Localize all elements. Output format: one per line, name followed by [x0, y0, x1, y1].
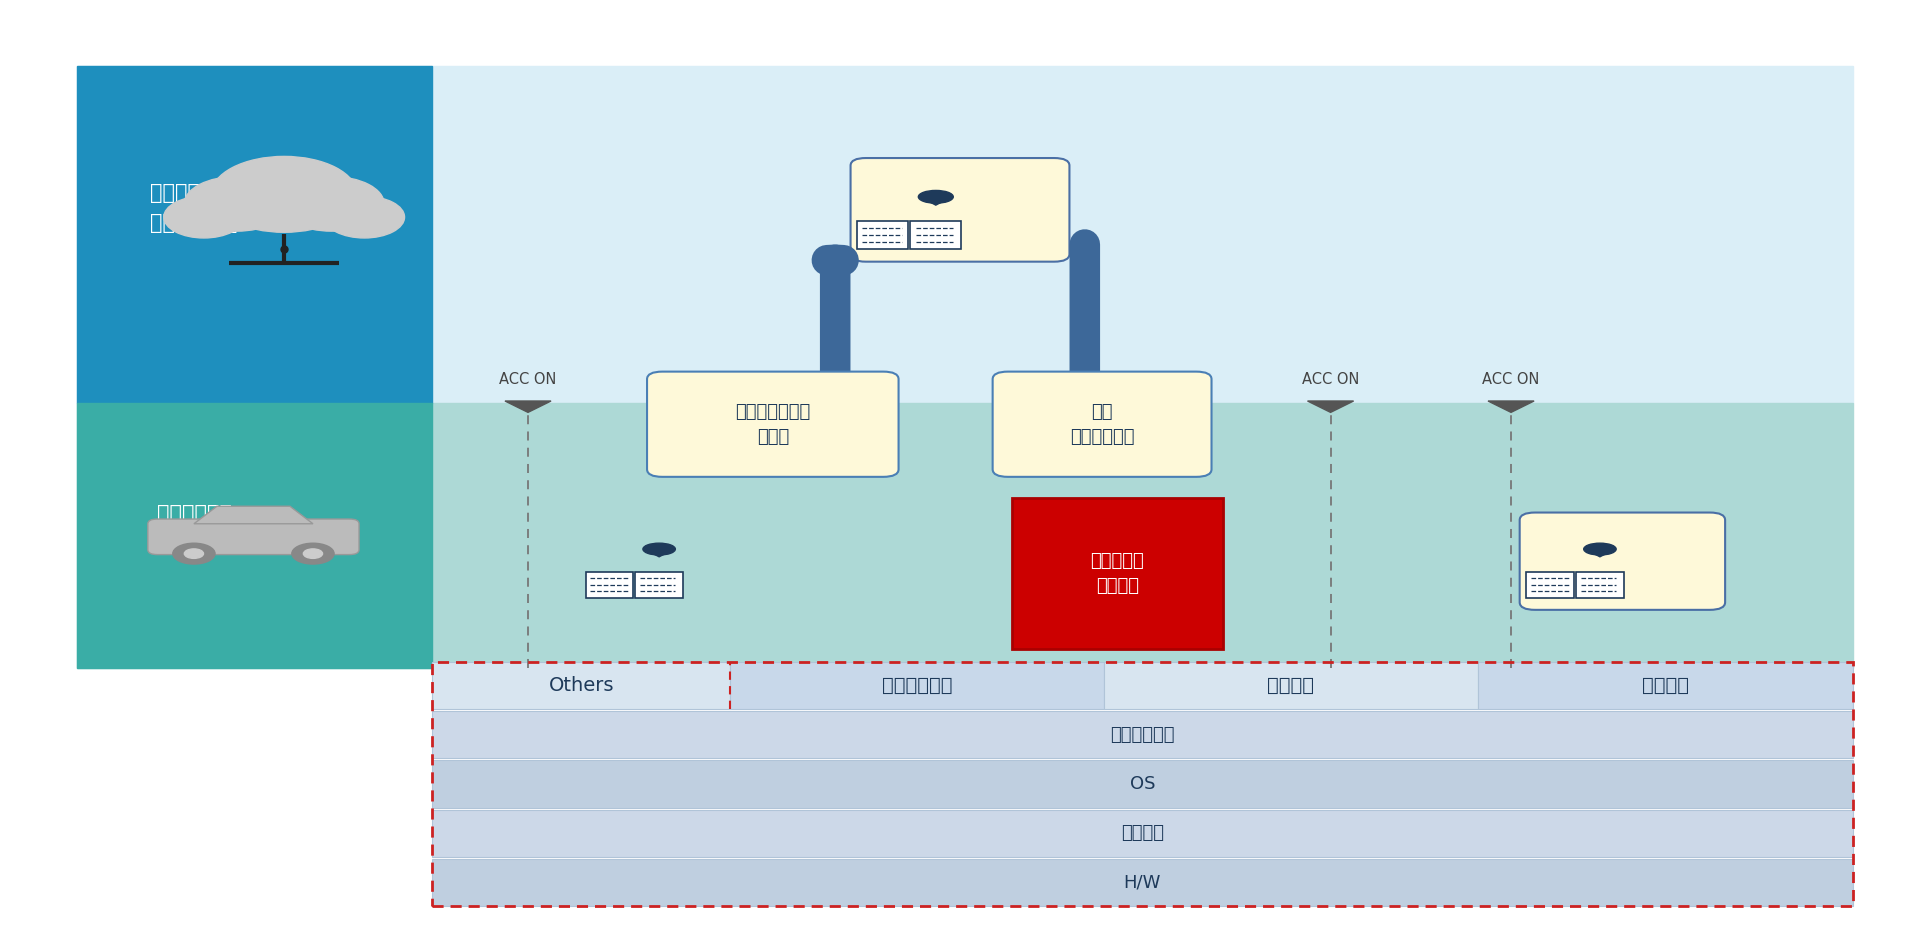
- Bar: [1104, 662, 1478, 709]
- Ellipse shape: [1584, 543, 1617, 555]
- Polygon shape: [1588, 551, 1611, 556]
- Text: 車載インパネ: 車載インパネ: [157, 504, 232, 524]
- Polygon shape: [1488, 401, 1534, 412]
- Ellipse shape: [324, 196, 405, 238]
- Text: ACC ON: ACC ON: [1302, 372, 1359, 387]
- Text: H/W: H/W: [1123, 874, 1162, 891]
- Bar: [856, 221, 908, 249]
- Bar: [1012, 498, 1223, 649]
- Ellipse shape: [211, 156, 357, 232]
- Ellipse shape: [184, 176, 290, 231]
- Circle shape: [292, 543, 334, 564]
- Bar: [432, 810, 1853, 857]
- Polygon shape: [505, 401, 551, 412]
- Text: 地図データ
更新処理: 地図データ 更新処理: [1091, 552, 1144, 595]
- Bar: [432, 760, 1853, 808]
- Ellipse shape: [643, 543, 676, 555]
- Bar: [1526, 572, 1574, 597]
- Ellipse shape: [163, 196, 244, 238]
- FancyBboxPatch shape: [148, 520, 359, 555]
- Text: 自動運転支援
クラウドサーバ: 自動運転支援 クラウドサーバ: [150, 183, 238, 232]
- Text: ACC ON: ACC ON: [1482, 372, 1540, 387]
- Bar: [77, 66, 1853, 403]
- Text: ACC ON: ACC ON: [499, 372, 557, 387]
- Polygon shape: [1308, 401, 1354, 412]
- Bar: [77, 66, 432, 403]
- Bar: [636, 572, 684, 597]
- Bar: [1576, 572, 1624, 597]
- Bar: [1478, 662, 1853, 709]
- FancyBboxPatch shape: [647, 372, 899, 477]
- Bar: [730, 662, 1104, 709]
- Polygon shape: [924, 199, 948, 205]
- Text: 地図更新: 地図更新: [1267, 676, 1315, 695]
- Text: ミドルウェア: ミドルウェア: [1110, 726, 1175, 743]
- Ellipse shape: [278, 176, 384, 231]
- Circle shape: [184, 549, 204, 558]
- Circle shape: [303, 549, 323, 558]
- FancyBboxPatch shape: [851, 158, 1069, 262]
- Bar: [432, 859, 1853, 906]
- Bar: [432, 711, 1853, 758]
- Bar: [77, 403, 1853, 668]
- Bar: [432, 662, 730, 709]
- Text: Others: Others: [549, 676, 614, 695]
- Bar: [77, 403, 432, 668]
- Text: 地図バージョン
問合せ: 地図バージョン 問合せ: [735, 403, 810, 446]
- Text: 外部通信: 外部通信: [1642, 676, 1690, 695]
- Polygon shape: [647, 551, 670, 556]
- FancyBboxPatch shape: [1521, 513, 1724, 610]
- Text: 差分
ダウンロード: 差分 ダウンロード: [1069, 403, 1135, 446]
- Polygon shape: [194, 506, 313, 523]
- Text: ドライバ: ドライバ: [1121, 825, 1164, 842]
- FancyBboxPatch shape: [993, 372, 1212, 477]
- Bar: [910, 221, 962, 249]
- Circle shape: [173, 543, 215, 564]
- Bar: [432, 662, 1853, 906]
- Bar: [586, 572, 634, 597]
- Ellipse shape: [918, 191, 952, 203]
- Text: 空間情報生成: 空間情報生成: [881, 676, 952, 695]
- Text: OS: OS: [1129, 775, 1156, 793]
